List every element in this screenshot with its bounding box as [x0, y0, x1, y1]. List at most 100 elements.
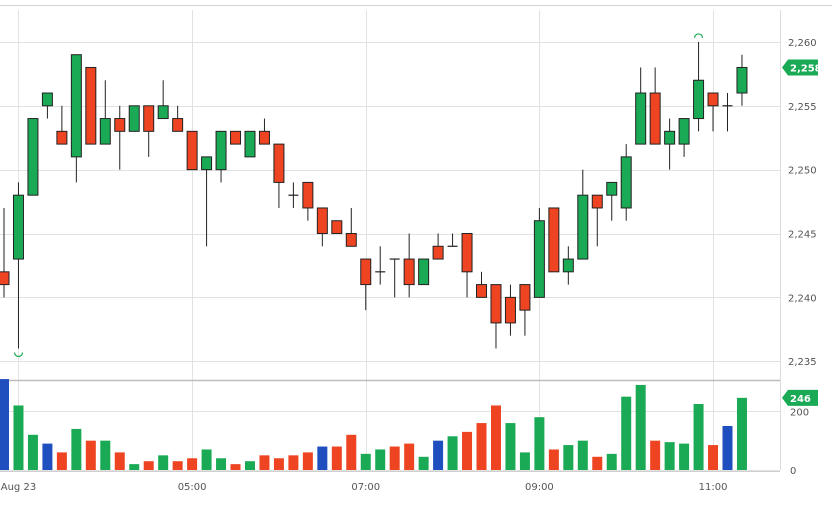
volume-bar — [736, 397, 747, 470]
volume-bar — [722, 426, 733, 470]
candle — [504, 284, 516, 336]
volume-bars — [0, 379, 747, 470]
candle-body — [620, 156, 632, 209]
volume-bar — [317, 446, 328, 470]
candle — [649, 67, 661, 145]
price-tick-label: 2,245 — [788, 230, 817, 241]
volume-bar — [389, 446, 400, 470]
volume-bar — [56, 452, 67, 470]
extreme-markers — [13, 33, 704, 358]
candle — [114, 105, 126, 170]
candle — [736, 54, 748, 106]
candle-body — [562, 258, 574, 273]
candle — [447, 233, 458, 247]
volume-bar — [259, 455, 270, 470]
candle — [620, 144, 632, 221]
candle — [288, 182, 299, 208]
volume-bar — [273, 458, 284, 470]
candle-body — [490, 284, 502, 324]
candle-body — [230, 130, 242, 145]
candle-body — [302, 181, 314, 209]
volume-tick-label: 200 — [790, 407, 809, 418]
price-tick-label: 2,250 — [788, 166, 817, 177]
candle — [70, 54, 82, 183]
candle-body — [736, 66, 748, 94]
badge-label: 246 — [790, 394, 811, 405]
candle-body — [128, 105, 140, 132]
candle — [99, 80, 111, 145]
candle — [461, 233, 473, 298]
candle — [273, 143, 285, 208]
volume-bar — [635, 384, 646, 470]
candle-body — [316, 207, 328, 235]
volume-bar — [519, 452, 530, 470]
candle — [143, 105, 155, 157]
volume-bar — [360, 453, 371, 470]
candle — [128, 105, 140, 132]
candle-body — [693, 79, 705, 120]
volume-bar — [302, 452, 313, 470]
low-marker-icon — [13, 352, 24, 358]
candle — [331, 220, 343, 235]
candle — [230, 130, 242, 145]
volume-axis: 0 200 — [790, 407, 809, 477]
candle — [201, 156, 213, 247]
candle — [389, 258, 400, 298]
volume-bar — [100, 440, 111, 470]
candle-body — [649, 92, 661, 145]
candle-body — [27, 118, 39, 196]
candle — [41, 92, 53, 119]
candle-body — [519, 284, 531, 311]
volume-tick-label: 0 — [790, 466, 796, 477]
volume-bar — [230, 464, 241, 470]
candle — [56, 105, 68, 145]
volume-bar — [201, 449, 212, 470]
candle-body — [432, 245, 444, 260]
price-tick-label: 2,240 — [788, 293, 817, 304]
candle-body — [707, 92, 719, 107]
candle — [432, 233, 444, 260]
candle — [548, 207, 560, 273]
candle-body — [186, 130, 198, 171]
volume-bar — [42, 443, 53, 470]
volume-bar — [708, 445, 719, 470]
volume-bar — [592, 456, 603, 470]
badge-label: 2,258 — [790, 63, 822, 74]
candle — [519, 284, 531, 336]
volume-bar — [534, 417, 545, 470]
candle — [215, 130, 227, 183]
badge-shape — [782, 389, 818, 406]
candle — [476, 271, 488, 298]
last-price-badge: 2,258 — [782, 59, 822, 76]
candle-body — [12, 194, 24, 260]
candle-body — [70, 54, 82, 158]
candle-body — [143, 105, 155, 132]
candle-body — [85, 66, 97, 145]
volume-bar — [143, 461, 154, 470]
candle — [591, 194, 603, 247]
candle — [562, 246, 574, 285]
volume-bar — [505, 423, 516, 470]
volume-bar — [433, 440, 444, 470]
candle-body — [606, 181, 618, 196]
candle-body — [157, 105, 169, 120]
volume-bar — [27, 434, 38, 470]
candle — [678, 118, 690, 157]
volume-bar — [679, 443, 690, 470]
candle-body — [418, 258, 430, 286]
candle-body — [476, 284, 488, 298]
volume-bar — [158, 455, 169, 470]
price-axis: 2,235 2,240 2,245 2,250 2,255 2,260 — [788, 38, 817, 368]
candle — [418, 258, 430, 286]
candle — [0, 207, 10, 298]
volume-bar — [490, 405, 501, 470]
candle-body — [678, 118, 690, 145]
volume-bar — [664, 442, 675, 470]
price-tick-label: 2,255 — [788, 102, 817, 113]
grid-lines — [0, 5, 832, 472]
volume-bar — [346, 434, 357, 470]
candle-body — [56, 130, 68, 145]
candle-body — [0, 271, 10, 286]
candle — [85, 66, 97, 145]
time-axis: Aug 23 05:00 07:00 09:00 11:00 — [1, 482, 728, 493]
